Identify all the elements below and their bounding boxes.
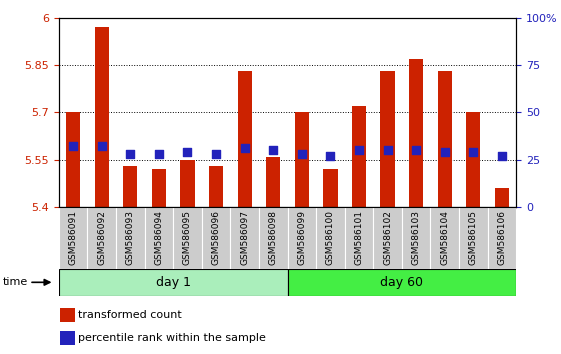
Bar	[180, 160, 195, 207]
Point	[440, 149, 449, 155]
Bar	[231, 207, 259, 269]
Bar	[173, 207, 202, 269]
Point	[154, 151, 163, 157]
Text: GSM586100: GSM586100	[326, 210, 335, 265]
Bar	[352, 106, 366, 207]
Bar	[409, 59, 423, 207]
Bar	[344, 207, 373, 269]
Point	[269, 147, 278, 153]
Text: GSM586096: GSM586096	[211, 210, 220, 265]
Bar	[88, 207, 116, 269]
Text: GSM586105: GSM586105	[469, 210, 478, 265]
Bar	[380, 72, 395, 207]
Text: GSM586092: GSM586092	[97, 210, 106, 265]
Bar	[123, 166, 137, 207]
Bar	[288, 207, 316, 269]
Bar	[430, 207, 459, 269]
Bar	[66, 112, 80, 207]
Text: GSM586095: GSM586095	[183, 210, 192, 265]
Text: GSM586094: GSM586094	[154, 210, 163, 265]
Bar	[466, 112, 480, 207]
Bar	[488, 207, 516, 269]
Point	[498, 153, 507, 159]
Point	[97, 144, 106, 149]
Bar	[145, 207, 173, 269]
Point	[469, 149, 478, 155]
Text: GSM586102: GSM586102	[383, 210, 392, 265]
Point	[68, 144, 77, 149]
Bar	[202, 207, 231, 269]
Point	[326, 153, 335, 159]
Bar	[209, 166, 223, 207]
Text: transformed count: transformed count	[78, 310, 182, 320]
Bar	[60, 331, 75, 344]
Text: GSM586091: GSM586091	[68, 210, 77, 265]
Bar	[266, 156, 280, 207]
Point	[240, 145, 249, 151]
Bar	[259, 207, 288, 269]
Text: GSM586099: GSM586099	[297, 210, 306, 265]
Text: GSM586104: GSM586104	[440, 210, 449, 265]
Text: GSM586103: GSM586103	[412, 210, 421, 265]
Bar	[459, 207, 488, 269]
Bar	[116, 207, 145, 269]
Point	[412, 147, 421, 153]
Text: GSM586106: GSM586106	[498, 210, 507, 265]
Text: day 1: day 1	[156, 276, 191, 289]
Text: GSM586093: GSM586093	[126, 210, 135, 265]
Bar	[288, 269, 516, 296]
Text: GSM586097: GSM586097	[240, 210, 249, 265]
Text: GSM586098: GSM586098	[269, 210, 278, 265]
Bar	[373, 207, 402, 269]
Text: GSM586101: GSM586101	[355, 210, 364, 265]
Text: day 60: day 60	[380, 276, 424, 289]
Bar	[316, 207, 344, 269]
Bar	[59, 207, 88, 269]
Text: time: time	[3, 277, 28, 287]
Bar	[60, 308, 75, 322]
Bar	[495, 188, 509, 207]
Bar	[295, 112, 309, 207]
Bar	[237, 72, 252, 207]
Point	[383, 147, 392, 153]
Bar	[438, 72, 452, 207]
Bar	[323, 169, 338, 207]
Bar	[402, 207, 430, 269]
Point	[183, 149, 192, 155]
Text: percentile rank within the sample: percentile rank within the sample	[78, 332, 266, 343]
Point	[355, 147, 364, 153]
Point	[126, 151, 135, 157]
Bar	[95, 27, 109, 207]
Bar	[59, 269, 288, 296]
Point	[211, 151, 220, 157]
Point	[297, 151, 306, 157]
Bar	[152, 169, 166, 207]
